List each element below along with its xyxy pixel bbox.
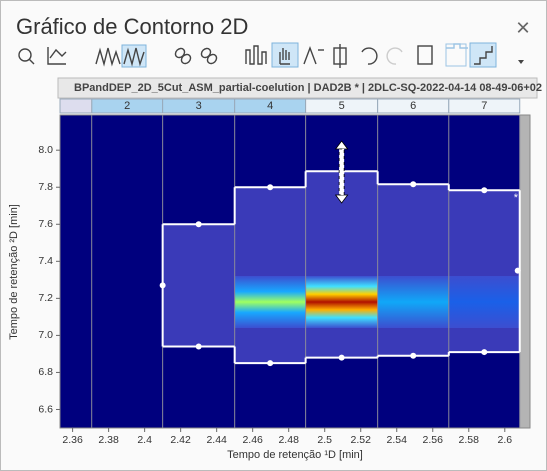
excluded-region — [519, 115, 530, 428]
y-tick-label: 7.8 — [38, 181, 53, 193]
fraction-tab[interactable] — [448, 98, 521, 114]
x-tick-label: 2.42 — [170, 434, 191, 446]
annotation: * — [514, 192, 519, 204]
toolbar — [18, 42, 524, 68]
zoom-tool[interactable] — [18, 48, 35, 65]
link-y[interactable] — [200, 47, 219, 66]
fraction-region — [234, 187, 306, 364]
y-tick-label: 6.6 — [38, 403, 53, 415]
boundary-point[interactable] — [338, 354, 345, 361]
fraction-label: 4 — [267, 100, 273, 112]
y-axis-label: Tempo de retenção ²D [min] — [8, 204, 20, 340]
link-x[interactable] — [174, 47, 193, 66]
boundary-point[interactable] — [267, 184, 274, 191]
x-axis-label: Tempo de retenção ¹D [min] — [227, 449, 363, 461]
boundary-point[interactable] — [481, 349, 488, 356]
x-tick-label: 2.54 — [387, 434, 408, 446]
step-tool[interactable] — [469, 42, 497, 68]
boundary-point[interactable] — [514, 267, 521, 274]
add-tool[interactable] — [445, 43, 468, 67]
boundary-point[interactable] — [267, 360, 274, 367]
boundary-point[interactable] — [481, 187, 488, 194]
undo[interactable] — [361, 47, 378, 65]
boundary-point[interactable] — [195, 343, 202, 350]
fraction-label: 5 — [339, 100, 345, 112]
header-bar — [57, 77, 538, 99]
fraction-label: 7 — [481, 100, 487, 112]
boundary-point[interactable] — [410, 352, 417, 359]
x-tick-label: 2.48 — [278, 434, 299, 446]
y-tick-label: 6.8 — [38, 366, 53, 378]
boundary-point[interactable] — [410, 181, 417, 188]
boundary-point[interactable] — [195, 221, 202, 228]
intensity-band — [377, 276, 449, 328]
file-header: BPandDEP_2D_5Cut_ASM_partial-coelution |… — [74, 82, 542, 94]
report-tool[interactable] — [417, 45, 433, 65]
intensity-band — [234, 276, 306, 328]
x-tick-label: 2.44 — [206, 434, 227, 446]
x-tick-label: 2.36 — [62, 434, 83, 446]
peaks-tool[interactable] — [95, 47, 121, 67]
y-tick-label: 7.4 — [38, 255, 53, 267]
close-button[interactable]: × — [516, 14, 530, 41]
bars-tool[interactable] — [245, 45, 267, 65]
y-tick-label: 8.0 — [38, 144, 53, 156]
x-tick-label: 2.5 — [317, 434, 332, 446]
boundary-point[interactable] — [159, 282, 166, 289]
x-tick-label: 2.46 — [242, 434, 263, 446]
resize-cursor-bar — [338, 148, 345, 196]
split-tool[interactable] — [333, 44, 347, 68]
hand-tool[interactable] — [271, 42, 299, 68]
fraction-label: 3 — [196, 100, 202, 112]
fraction-label: 2 — [124, 100, 130, 112]
add-peak[interactable] — [303, 46, 324, 65]
y-tick-label: 7.6 — [38, 218, 53, 230]
y-tick-label: 7.0 — [38, 329, 53, 341]
fraction-label: 6 — [410, 100, 416, 112]
peaks-tool-2[interactable] — [121, 44, 147, 68]
intensity-band — [305, 276, 378, 328]
plot-area[interactable]: 2 3 4 5 6 7 * — [59, 98, 531, 429]
redo[interactable] — [386, 47, 403, 65]
x-tick-label: 2.4 — [137, 434, 152, 446]
x-tick-label: 2.6 — [497, 434, 512, 446]
toolbar-menu[interactable] — [518, 60, 524, 64]
y-tick-label: 7.2 — [38, 292, 53, 304]
baseline-tool[interactable] — [47, 47, 67, 65]
intensity-band — [448, 276, 520, 328]
window-title: Gráfico de Contorno 2D — [16, 14, 248, 39]
x-tick-label: 2.58 — [459, 434, 480, 446]
fraction-region — [162, 224, 235, 347]
x-tick-label: 2.38 — [98, 434, 119, 446]
x-tick-label: 2.56 — [423, 434, 444, 446]
tab-blank — [59, 98, 93, 114]
plot-border — [59, 114, 531, 429]
x-tick-label: 2.52 — [351, 434, 372, 446]
fraction-region — [377, 184, 449, 356]
